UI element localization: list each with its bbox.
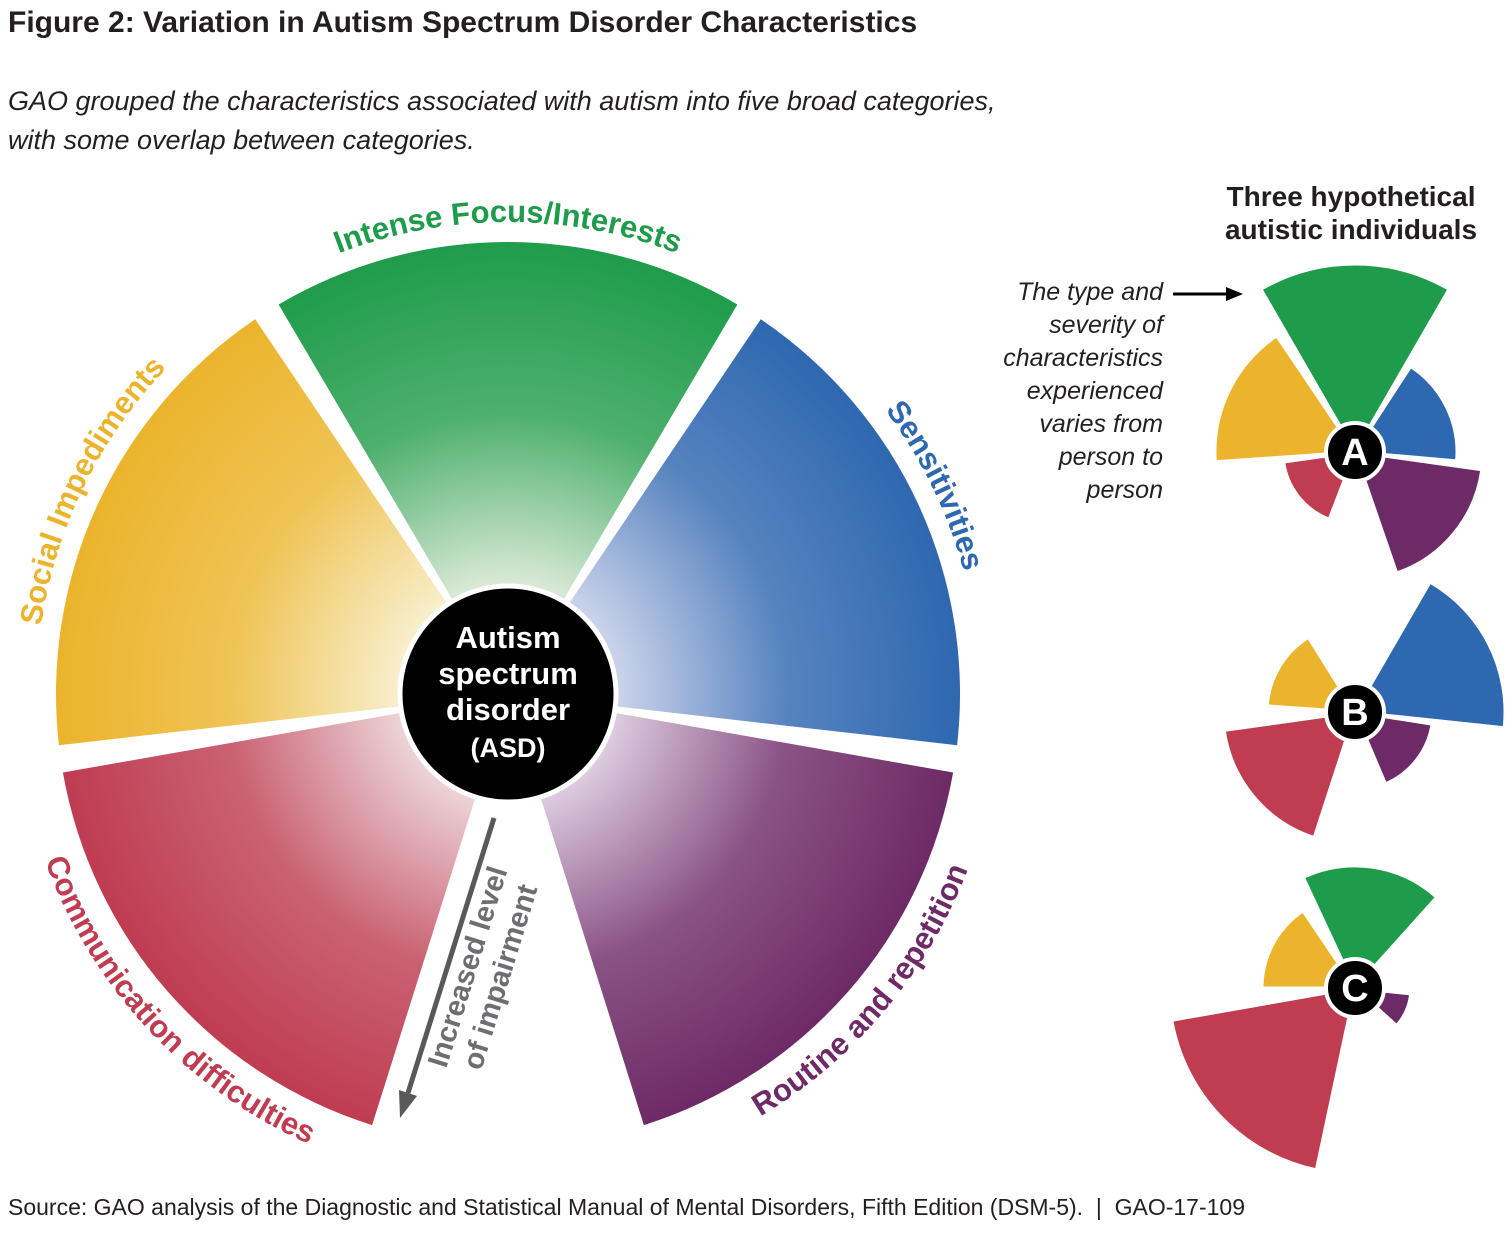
- chart-C-center-circle: [1324, 957, 1386, 1019]
- individual-chart-B: B: [1222, 580, 1507, 840]
- wheel-center-label-line4: (ASD): [471, 733, 546, 763]
- wheel-wedge-green: [278, 241, 738, 694]
- chart-A-wedge-purple: [1352, 450, 1484, 575]
- note-arrowhead-icon: [1226, 287, 1243, 301]
- chart-A-center-circle: [1324, 421, 1386, 483]
- chart-B-wedge-red: [1222, 710, 1358, 840]
- individual-charts: A B C: [1170, 262, 1507, 1172]
- chart-C-letter: C: [1341, 968, 1368, 1010]
- impairment-arrow: Increased level of impairment: [399, 817, 544, 1118]
- asd-wheel: Intense Focus/InterestsSensitivitiesRout…: [13, 194, 991, 1151]
- individuals-heading: Three hypothetical autistic individuals: [1224, 181, 1478, 245]
- chart-B-center-circle: [1324, 681, 1386, 743]
- figure-title: Figure 2: Variation in Autism Spectrum D…: [8, 6, 918, 39]
- impairment-arrow-line: [405, 817, 497, 1094]
- wheel-wedge-yellow: [55, 319, 509, 746]
- figure-source: Source: GAO analysis of the Diagnostic a…: [8, 1194, 1245, 1220]
- wheel-wedge-purple: [508, 694, 954, 1126]
- note-arrow: [1173, 287, 1243, 301]
- individual-chart-C: C: [1170, 864, 1439, 1172]
- individuals-note: The type and severity of characteristics…: [1003, 278, 1163, 504]
- chart-A-letter: A: [1341, 432, 1368, 474]
- impairment-arrowhead-icon: [399, 1090, 417, 1118]
- chart-A-wedge-green: [1258, 262, 1452, 455]
- chart-A-wedge-yellow: [1213, 333, 1358, 464]
- wheel-center-label-line3: disorder: [446, 692, 570, 727]
- wheel-center-label-line2: spectrum: [438, 656, 578, 691]
- wheel-wedges: [55, 241, 961, 1126]
- individual-chart-A: A: [1213, 262, 1484, 575]
- figure-subtitle: GAO grouped the characteristics associat…: [8, 86, 996, 155]
- wheel-center-circle: [397, 583, 619, 805]
- chart-B-wedge-blue: [1352, 580, 1507, 730]
- chart-C-wedge-red: [1170, 986, 1357, 1172]
- chart-B-letter: B: [1341, 692, 1368, 734]
- wheel-center-label-line1: Autism: [455, 620, 560, 655]
- chart-C-wedge-green: [1301, 864, 1439, 991]
- wheel-wedge-red: [62, 694, 509, 1126]
- wheel-wedge-blue: [508, 319, 961, 746]
